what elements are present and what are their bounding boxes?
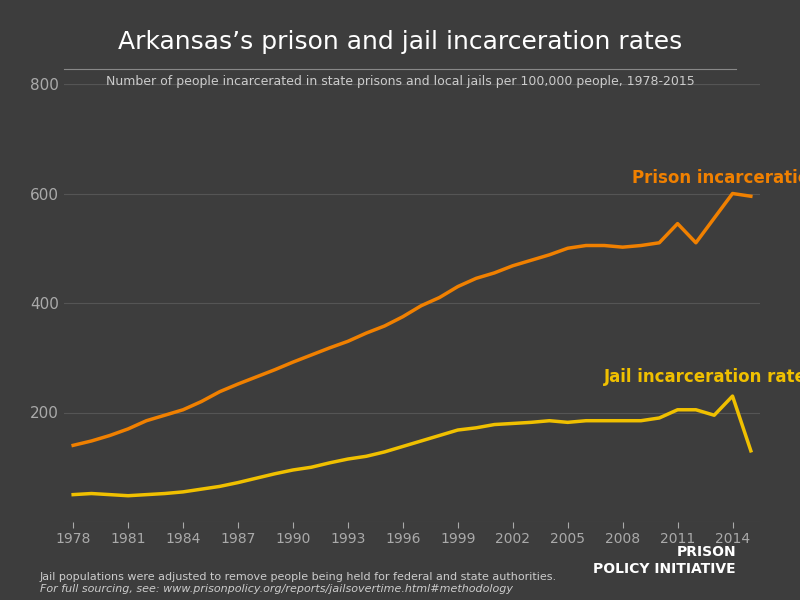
Text: For full sourcing, see: www.prisonpolicy.org/reports/jailsovertime.html#methodol: For full sourcing, see: www.prisonpolicy… [40,584,513,594]
Text: PRISON
POLICY INITIATIVE: PRISON POLICY INITIATIVE [594,545,736,576]
Text: Prison incarceration rate: Prison incarceration rate [632,169,800,187]
Text: Jail populations were adjusted to remove people being held for federal and state: Jail populations were adjusted to remove… [40,572,557,582]
Text: Number of people incarcerated in state prisons and local jails per 100,000 peopl: Number of people incarcerated in state p… [106,75,694,88]
Text: Arkansas’s prison and jail incarceration rates: Arkansas’s prison and jail incarceration… [118,30,682,54]
Text: Jail incarceration rate: Jail incarceration rate [604,368,800,386]
